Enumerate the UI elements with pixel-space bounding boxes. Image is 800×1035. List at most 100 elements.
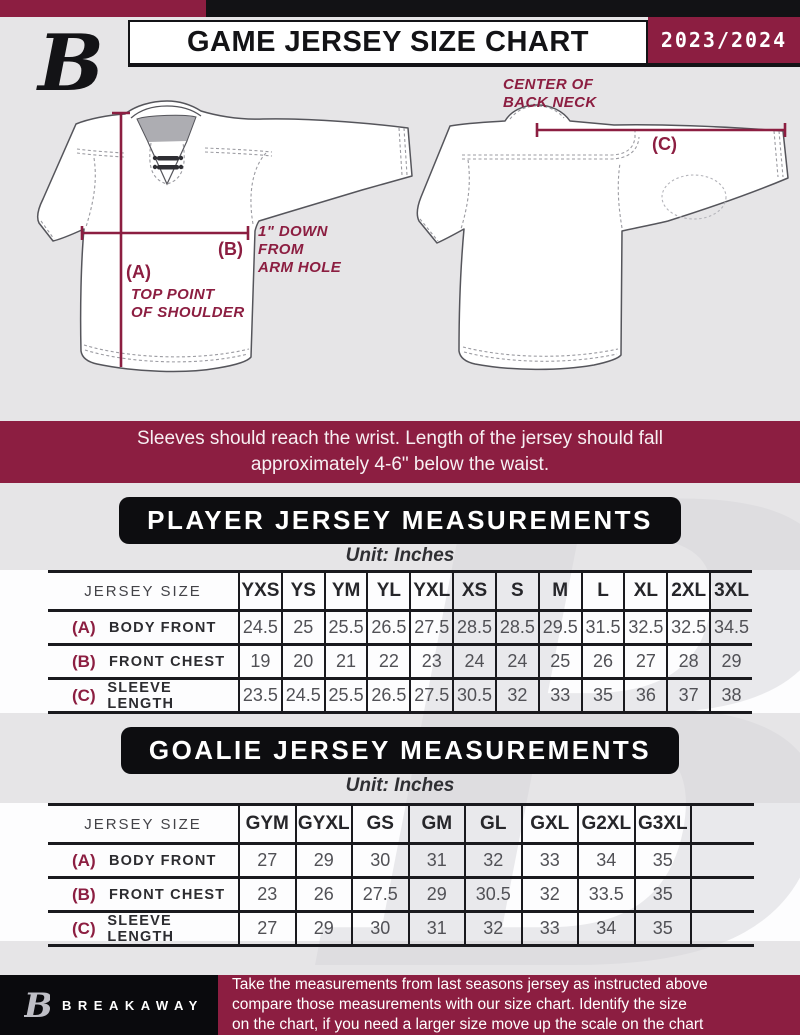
measurement-value: 32.5 [666,612,709,643]
measurement-value: 33 [520,913,578,944]
measurement-value: 34.5 [709,612,752,643]
measurement-value: 28.5 [494,612,538,643]
measurement-value: 30 [351,913,408,944]
size-column-header: 3XL [709,573,752,609]
breakaway-b-logo: B [36,18,104,104]
measurement-lines [80,111,787,367]
size-column-header: XL [623,573,666,609]
size-column-header: GM [407,806,465,842]
size-column-header: GYM [238,806,295,842]
row-label: (A) BODY FRONT [48,612,238,643]
footer-brand-block: B BREAKAWAY [0,975,218,1035]
measurement-value: 29 [294,913,352,944]
measurement-value: 24.5 [238,612,281,643]
measurement-value: 35 [633,879,691,910]
table-row: (C) SLEEVE LENGTH 27 29 30 31 32 33 34 35 [48,913,754,947]
measurement-value: 25.5 [323,612,367,643]
size-column-header: G2XL [577,806,634,842]
measurement-value: 23.5 [238,680,281,711]
measurement-value [690,913,754,944]
measurement-value: 25.5 [323,680,367,711]
measurement-value: 33 [537,680,581,711]
measurement-value: 20 [280,646,324,677]
size-column-header: S [494,573,538,609]
measurement-value: 29 [709,646,752,677]
goalie-table-band [0,803,800,941]
measurement-value: 24 [452,646,495,677]
measurement-value: 26 [580,646,624,677]
row-label: (A) BODY FRONT [48,845,238,876]
measurement-value: 33 [520,845,578,876]
center-back-neck-note: CENTER OF BACK NECK [503,76,597,111]
measurement-value: 23 [409,646,452,677]
measurement-value: 23 [238,879,295,910]
measurement-value: 31.5 [580,612,624,643]
svg-text:B: B [24,987,50,1023]
measure-key: (B) [72,884,96,904]
measurement-value: 34 [577,913,634,944]
measurement-value: 34 [577,845,634,876]
size-column-header: YS [280,573,324,609]
size-column-header [690,806,754,842]
measurement-value: 32 [464,845,521,876]
measurement-value: 31 [407,913,465,944]
player-section-header: PLAYER JERSEY MEASUREMENTS [0,497,800,544]
measurement-value: 36 [623,680,666,711]
measurement-value [690,879,754,910]
measurement-value: 27 [238,913,295,944]
table-row: (C) SLEEVE LENGTH 23.5 24.5 25.5 26.5 27.5 30.5… [48,680,752,714]
measurement-value: 27 [623,646,666,677]
measurement-value: 26.5 [366,612,409,643]
measurement-value: 27.5 [409,612,452,643]
measurement-value: 32.5 [623,612,666,643]
table-row: (B) FRONT CHEST 23 26 27.5 29 30.5 32 33.5 35 [48,879,754,913]
measurement-value: 29 [407,879,465,910]
size-column-header: 2XL [666,573,709,609]
measurement-value: 31 [407,845,465,876]
table-row: (A) BODY FRONT 27 29 30 31 32 33 34 35 [48,845,754,879]
measure-c-key: (C) [652,134,677,154]
goalie-measurements-table: JERSEY SIZE GYM GYXL GS GM GL GXL G2XL G3XL (A) BO… [48,803,754,947]
measurement-value: 35 [580,680,624,711]
size-column-header: YM [323,573,367,609]
size-column-header: GS [351,806,408,842]
arm-hole-note: 1" DOWN FROM ARM HOLE [258,223,342,276]
size-column-header: GYXL [294,806,352,842]
measurement-value: 32 [494,680,538,711]
measure-label: BODY FRONT [109,619,217,636]
goalie-unit-label: Unit: Inches [345,775,455,796]
goalie-section-header: GOALIE JERSEY MEASUREMENTS [0,727,800,774]
measure-label: FRONT CHEST [109,886,226,903]
size-column-header: M [537,573,581,609]
measure-key: (A) [72,617,96,637]
measurement-value: 38 [709,680,752,711]
measurement-value: 25 [537,646,581,677]
measure-a-key: (A) [126,262,151,282]
measurement-value: 24 [494,646,538,677]
page-title-box: GAME JERSEY SIZE CHART [128,20,648,67]
measurement-value: 22 [366,646,409,677]
measurement-value: 29.5 [537,612,581,643]
size-column-header: XS [452,573,495,609]
row-label: (B) FRONT CHEST [48,646,238,677]
table-header-row: JERSEY SIZE YXS YS YM YL YXL XS S M L XL 2XL 3XL [48,573,752,612]
measure-label: SLEEVE LENGTH [107,912,175,945]
measurement-value: 25 [280,612,324,643]
measurement-value: 30.5 [464,879,521,910]
size-column-header: L [580,573,624,609]
brand-name: BREAKAWAY [62,997,204,1013]
measurement-value: 28.5 [452,612,495,643]
measurement-value: 32 [464,913,521,944]
measurement-value: 27.5 [409,680,452,711]
breakaway-b-footer-logo: B [24,987,50,1023]
measurement-value: 30.5 [452,680,495,711]
size-column-header: YXL [409,573,452,609]
table-header-row: JERSEY SIZE GYM GYXL GS GM GL GXL G2XL G3XL [48,806,754,845]
jersey-size-header: JERSEY SIZE [84,582,202,600]
footer-instructions: Take the measurements from last seasons … [218,975,800,1035]
measure-key: (C) [72,918,96,938]
fit-instruction-banner: Sleeves should reach the wrist. Length o… [0,421,800,483]
size-column-header: GL [464,806,521,842]
top-maroon-strip [0,0,206,17]
season-badge: 2023/2024 [648,17,800,67]
